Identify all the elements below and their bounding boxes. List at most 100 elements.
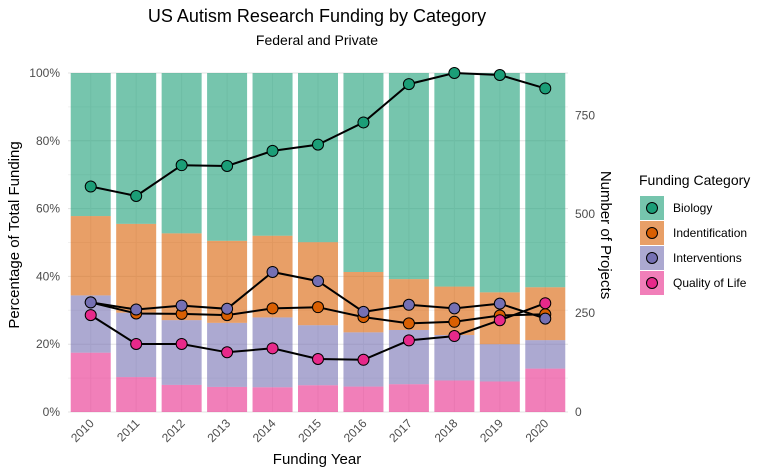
data-point [357,116,370,129]
data-point [312,275,324,288]
x-tick-label: 2012 [159,416,188,445]
data-point [266,144,279,157]
data-point [130,190,143,203]
x-tick-label: 2017 [386,416,415,445]
bar-segment [434,73,475,287]
legend: Funding Category Biology Indentification I… [639,172,750,295]
data-point [130,303,143,316]
data-point [402,317,415,330]
bar-segment [479,73,520,293]
legend-title: Funding Category [639,172,750,188]
x-tick-label: 2018 [432,416,461,445]
y-tick-label: 60% [36,202,60,216]
bar-segment [479,344,520,382]
legend-label: Interventions [673,251,742,265]
y-tick-label: 0% [43,405,61,419]
y2-tick-label: 500 [575,207,595,221]
legend-marker [646,227,658,239]
bar-segment [70,73,111,217]
bar-segment [343,386,384,412]
bar-segment [116,377,157,412]
data-point [130,337,143,350]
data-point [493,314,506,327]
bar-segment [525,368,566,412]
chart-subtitle: Federal and Private [256,32,378,48]
data-point [312,352,324,365]
bar-segment [70,216,111,296]
bar-segment [207,386,248,412]
data-point [448,67,461,79]
legend-label: Biology [673,201,712,215]
y-axis-title: Percentage of Total Funding [6,141,23,328]
y-tick-label: 80% [36,134,60,148]
data-point [221,159,234,172]
x-tick-label: 2015 [295,416,324,445]
data-point [84,309,97,322]
legend-marker [646,252,658,264]
data-point [448,302,461,315]
bar-segment [298,73,338,243]
chart-title: US Autism Research Funding by Category [148,6,486,26]
x-tick-label: 2013 [204,416,233,445]
legend-marker [646,202,658,214]
data-point [221,302,234,315]
bar-segment [343,73,384,272]
data-point [402,298,415,311]
bar-segment [525,73,566,288]
bar-segment [161,384,202,412]
data-point [84,296,97,309]
data-point [175,337,188,350]
data-point [448,330,461,343]
x-tick-label: 2019 [477,416,506,445]
bar-segment [525,340,566,369]
bar-segment [161,320,202,385]
bar-segment [116,223,157,313]
data-point [221,346,234,359]
bar-segment [252,387,293,412]
x-tick-label: 2010 [68,416,97,445]
x-tick-label: 2020 [523,416,552,445]
data-point [266,265,279,278]
bar-segment [161,73,202,234]
data-point [539,297,552,310]
legend-label: Indentification [673,226,747,240]
data-point [266,342,279,355]
data-point [312,301,324,314]
y2-axis-title: Number of Projects [597,171,614,299]
y-tick-label: 40% [36,269,60,283]
data-point [539,312,552,325]
bar-segment [298,385,338,412]
data-point [312,138,324,151]
data-point [493,68,506,81]
data-point [84,180,97,193]
data-point [266,302,279,315]
point-layer [84,67,552,366]
data-point [402,334,415,347]
y2-tick-label: 750 [575,108,595,122]
y-tick-label: 20% [36,337,60,351]
y-tick-label: 100% [29,66,60,80]
y2-tick-label: 250 [575,306,595,320]
x-tick-label: 2011 [114,416,142,444]
bar-segment [479,381,520,412]
legend-marker [646,277,658,289]
data-point [539,82,552,95]
y2-tick-label: 0 [575,405,582,419]
x-tick-label: 2016 [341,416,370,445]
bar-segment [70,352,111,412]
data-point [357,305,370,318]
data-point [493,297,506,310]
bar-segment [388,73,429,280]
bar-segment [207,73,248,241]
data-point [448,315,461,328]
bar-segment [434,380,475,412]
x-tick-label: 2014 [250,416,279,445]
bar-segment [434,335,475,381]
data-point [175,159,188,172]
data-point [175,299,188,312]
legend-label: Quality of Life [673,276,747,290]
data-point [402,78,415,91]
data-point [357,353,370,366]
x-axis-title: Funding Year [273,451,361,468]
